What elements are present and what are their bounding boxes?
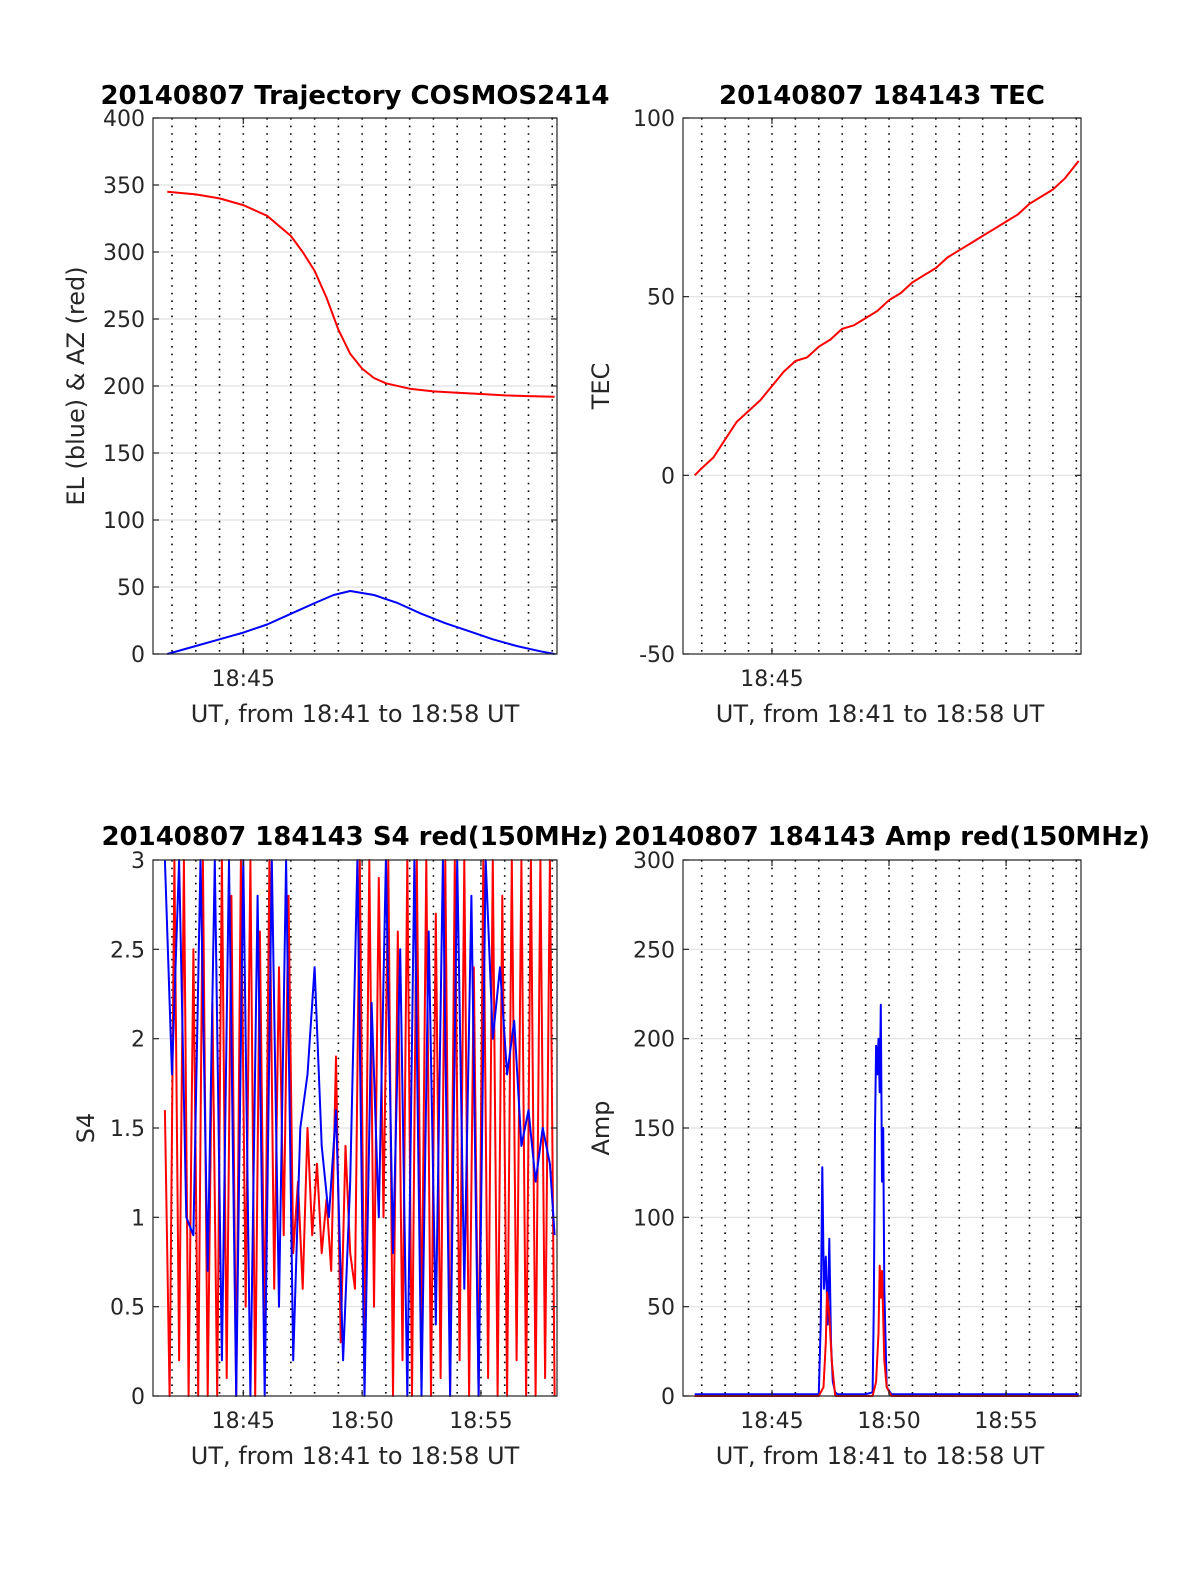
amp-ytick-label-0: 0 xyxy=(661,1385,675,1410)
amp-ytick-label-1: 50 xyxy=(647,1296,675,1321)
trajectory-ytick-label-1: 50 xyxy=(117,576,145,601)
trajectory-series-az xyxy=(167,190,555,398)
tec-ytick-label-0: -50 xyxy=(639,643,675,668)
amp-plot: 0 50 100 150 200 250 300 18:45 18:50 18:55 xyxy=(633,849,1082,1434)
amp-ylabel: Amp xyxy=(587,1100,615,1155)
trajectory-series-el xyxy=(167,590,555,655)
trajectory-ytick-label-5: 250 xyxy=(103,308,145,333)
tec-xtick-label-0: 18:45 xyxy=(740,667,803,692)
trajectory-ytick-label-3: 150 xyxy=(103,442,145,467)
amp-title: 20140807 184143 Amp red(150MHz) xyxy=(614,822,1150,852)
trajectory-plot: 0 50 100 150 200 250 300 350 400 18:45 xyxy=(103,107,558,692)
s4-plot: 0 0.5 1 1.5 2 2.5 3 18:45 18:50 18:55 xyxy=(110,849,558,1434)
trajectory-ytick-label-6: 300 xyxy=(103,241,145,266)
trajectory-title: 20140807 Trajectory COSMOS2414 xyxy=(100,81,609,111)
s4-ytick-label-2: 1 xyxy=(131,1206,145,1231)
panel-trajectory: 20140807 Trajectory COSMOS2414 UT, from … xyxy=(62,81,610,728)
tec-ylabel: TEC xyxy=(587,363,615,411)
trajectory-ytick-label-2: 100 xyxy=(103,509,145,534)
amp-series-ampblue xyxy=(694,1003,1079,1396)
panel-tec: 20140807 184143 TEC UT, from 18:41 to 18… xyxy=(587,81,1082,728)
panel-amp: 20140807 184143 Amp red(150MHz) UT, from… xyxy=(587,822,1150,1470)
amp-ytick-label-4: 200 xyxy=(633,1028,675,1053)
amp-xtick-label-1: 18:50 xyxy=(857,1409,920,1434)
amp-ytick-label-2: 100 xyxy=(633,1206,675,1231)
trajectory-ytick-label-0: 0 xyxy=(131,643,145,668)
s4-xlabel: UT, from 18:41 to 18:58 UT xyxy=(191,1442,520,1470)
tec-ytick-label-1: 0 xyxy=(661,464,675,489)
tec-title: 20140807 184143 TEC xyxy=(719,81,1045,111)
amp-xlabel: UT, from 18:41 to 18:58 UT xyxy=(716,1442,1045,1470)
trajectory-xlabel: UT, from 18:41 to 18:58 UT xyxy=(191,700,520,728)
s4-ytick-label-0: 0 xyxy=(131,1385,145,1410)
amp-xtick-label-0: 18:45 xyxy=(740,1409,803,1434)
tec-xlabel: UT, from 18:41 to 18:58 UT xyxy=(716,700,1045,728)
s4-xtick-label-1: 18:50 xyxy=(330,1409,393,1434)
s4-title: 20140807 184143 S4 red(150MHz) xyxy=(101,822,608,852)
tec-plot: -50 0 50 100 18:45 xyxy=(633,107,1082,692)
tec-axes-box xyxy=(682,117,1082,655)
s4-xtick-label-2: 18:55 xyxy=(449,1409,512,1434)
trajectory-ylabel: EL (blue) & AZ (red) xyxy=(62,266,90,505)
s4-xtick-label-0: 18:45 xyxy=(212,1409,275,1434)
s4-ytick-label-4: 2 xyxy=(131,1028,145,1053)
amp-ytick-label-5: 250 xyxy=(633,938,675,963)
tec-series-tec xyxy=(693,160,1080,477)
s4-ytick-label-3: 1.5 xyxy=(110,1117,145,1142)
trajectory-ytick-label-7: 350 xyxy=(103,174,145,199)
amp-series-ampred xyxy=(694,1264,1079,1397)
amp-xtick-label-2: 18:55 xyxy=(974,1409,1037,1434)
amp-ytick-label-3: 150 xyxy=(633,1117,675,1142)
s4-ytick-label-5: 2.5 xyxy=(110,938,145,963)
s4-ylabel: S4 xyxy=(72,1113,100,1144)
trajectory-ytick-label-4: 200 xyxy=(103,375,145,400)
trajectory-ytick-label-8: 400 xyxy=(103,107,145,132)
trajectory-xtick-label-0: 18:45 xyxy=(212,667,275,692)
s4-ytick-label-6: 3 xyxy=(131,849,145,874)
tec-ytick-label-3: 100 xyxy=(633,107,675,132)
tec-ytick-label-2: 50 xyxy=(647,286,675,311)
panel-s4: 20140807 184143 S4 red(150MHz) UT, from … xyxy=(72,822,609,1470)
s4-ytick-label-1: 0.5 xyxy=(110,1296,145,1321)
amp-ytick-label-6: 300 xyxy=(633,849,675,874)
s4-series-s4blue xyxy=(163,859,556,1397)
